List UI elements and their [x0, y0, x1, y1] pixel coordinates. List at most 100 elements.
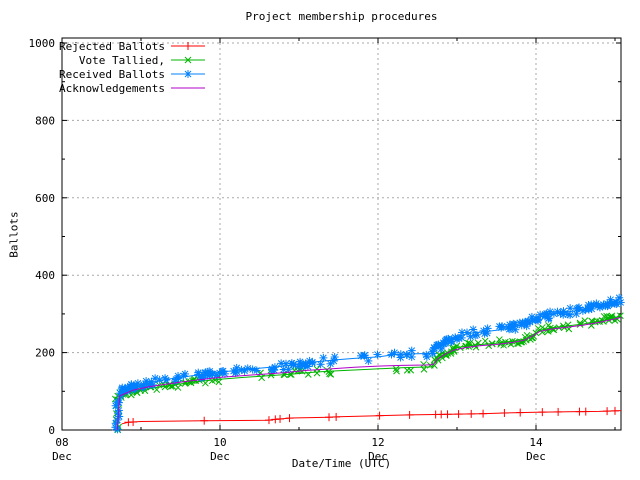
plus-marker — [184, 42, 192, 50]
star-marker — [364, 356, 373, 365]
x-tick-sublabel: Dec — [368, 450, 388, 463]
y-tick-label: 200 — [35, 347, 55, 360]
cross-marker — [456, 344, 464, 352]
star-marker — [252, 366, 261, 375]
plus-marker — [516, 408, 525, 417]
star-marker — [113, 397, 122, 406]
cross-marker — [184, 56, 192, 64]
plus-marker — [264, 416, 273, 425]
plus-marker — [454, 410, 463, 419]
plus-marker — [200, 416, 209, 425]
plus-marker — [611, 406, 619, 415]
cross-marker — [434, 356, 442, 364]
cross-marker — [472, 343, 480, 351]
star-marker — [248, 365, 257, 374]
star-marker — [616, 298, 625, 307]
x-tick-sublabel: Dec — [52, 450, 72, 463]
plus-marker — [276, 414, 285, 423]
cross-marker — [215, 378, 223, 386]
cross-marker — [485, 342, 493, 350]
series-line-acknowledgements — [116, 316, 622, 431]
star-marker — [563, 310, 572, 319]
star-marker — [469, 325, 478, 334]
cross-marker — [600, 313, 608, 320]
plus-marker — [603, 407, 612, 416]
x-tick-label: 14 — [529, 436, 543, 449]
plot-border — [61, 37, 622, 431]
cross-marker — [393, 367, 400, 375]
cross-marker — [466, 339, 474, 347]
star-marker — [281, 359, 290, 368]
star-marker — [184, 70, 192, 78]
x-tick-sublabel: Dec — [210, 450, 230, 463]
star-marker — [396, 350, 405, 359]
cross-marker — [407, 366, 415, 374]
star-marker — [472, 330, 481, 339]
x-tick-label: 12 — [371, 436, 384, 449]
legend-label-vote-tallied: Vote Tallied, — [79, 54, 165, 67]
cross-marker — [420, 360, 427, 368]
series-line-vote-tallied — [116, 315, 622, 431]
legend-entry-received-ballots: Received Ballots — [59, 68, 205, 81]
x-tick-sublabel: Dec — [526, 450, 546, 463]
star-marker — [498, 322, 507, 331]
cross-marker — [555, 324, 563, 331]
plus-marker — [443, 410, 452, 419]
cross-marker — [509, 337, 516, 345]
star-marker — [559, 307, 568, 316]
star-marker — [422, 352, 431, 361]
plus-marker — [405, 410, 414, 419]
cross-marker — [304, 371, 312, 378]
star-marker — [511, 325, 520, 334]
plus-marker — [129, 417, 138, 426]
plus-marker — [375, 411, 384, 420]
star-marker — [240, 366, 249, 375]
star-marker — [407, 352, 416, 361]
cross-marker — [313, 369, 321, 377]
plus-marker — [500, 408, 509, 417]
cross-marker — [496, 336, 503, 343]
legend-entry-vote-tallied: Vote Tallied, — [79, 54, 205, 67]
plus-marker — [325, 413, 334, 422]
x-axis-title: Date/Time (UTC) — [291, 457, 392, 470]
star-marker — [566, 304, 575, 313]
star-marker — [373, 350, 382, 359]
x-tick-label: 10 — [213, 436, 226, 449]
star-marker — [483, 329, 492, 338]
cross-marker — [420, 366, 428, 373]
cross-marker — [613, 315, 621, 323]
star-marker — [162, 375, 171, 384]
star-marker — [270, 366, 279, 375]
y-tick-label: 400 — [35, 269, 55, 282]
cross-marker — [431, 362, 438, 369]
star-marker — [148, 380, 157, 389]
star-marker — [316, 360, 325, 369]
cross-marker — [576, 321, 584, 328]
plus-marker — [285, 414, 294, 423]
star-marker — [319, 353, 328, 362]
cross-marker — [167, 383, 175, 390]
cross-marker — [169, 382, 176, 390]
star-marker — [509, 319, 518, 328]
cross-marker — [392, 365, 400, 373]
plus-marker — [581, 407, 590, 416]
star-marker — [289, 360, 298, 369]
star-marker — [181, 369, 190, 378]
cross-marker — [539, 324, 546, 331]
cross-marker — [153, 386, 161, 394]
legend-entry-acknowledgements: Acknowledgements — [59, 82, 205, 95]
cross-marker — [488, 340, 496, 347]
y-tick-label: 800 — [35, 114, 55, 127]
star-marker — [220, 369, 229, 378]
legend-entry-rejected-ballots: Rejected Ballots — [59, 40, 205, 53]
y-tick-label: 0 — [48, 424, 55, 437]
plus-marker — [332, 412, 341, 421]
cross-marker — [581, 317, 589, 324]
y-tick-label: 600 — [35, 192, 55, 205]
cross-marker — [202, 379, 209, 387]
x-tick-label: 08 — [55, 436, 68, 449]
cross-marker — [608, 312, 616, 320]
cross-marker — [174, 384, 182, 391]
